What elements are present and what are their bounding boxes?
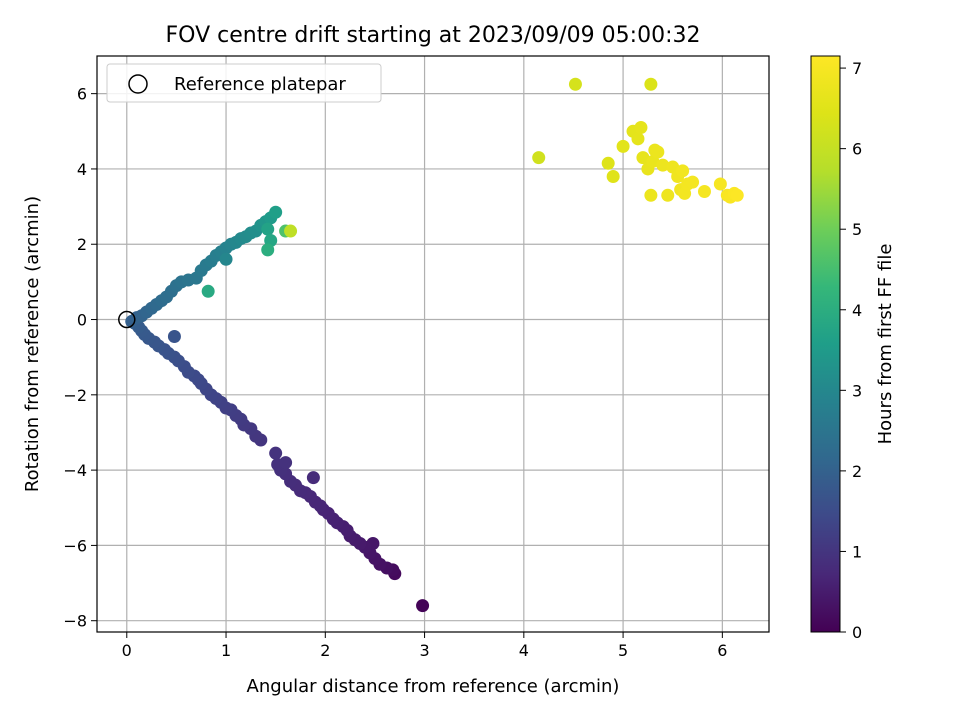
colorbar-tick-label: 1: [852, 542, 862, 561]
data-point: [284, 224, 298, 238]
data-point: [167, 329, 181, 343]
data-point: [676, 164, 690, 178]
data-point: [416, 599, 430, 613]
data-point: [269, 446, 283, 460]
legend: Reference platepar: [106, 63, 382, 103]
data-point: [697, 185, 711, 199]
colorbar-tick-label: 6: [852, 140, 862, 159]
data-point: [261, 222, 275, 236]
legend-marker-open-circle: [128, 74, 148, 94]
data-point: [661, 188, 675, 202]
y-tick-label: −2: [63, 386, 87, 405]
data-point: [636, 151, 650, 165]
data-point: [634, 121, 648, 135]
x-tick-label: 2: [320, 641, 330, 660]
x-tick-label: 6: [717, 641, 727, 660]
colorbar-ticks: 0 1 2 3 4 5 6 7: [840, 59, 862, 642]
data-point: [686, 175, 700, 189]
grid: [97, 56, 769, 632]
x-tick-label: 0: [122, 641, 132, 660]
plot-frame: [96, 55, 770, 633]
data-point: [601, 156, 615, 170]
legend-label-reference-platepar: Reference platepar: [174, 74, 346, 95]
data-point: [201, 284, 215, 298]
data-point: [616, 139, 630, 153]
data-point: [306, 471, 320, 485]
y-tick-label: 6: [77, 85, 87, 104]
x-tick-label: 4: [519, 641, 529, 660]
y-tick-label: 0: [77, 311, 87, 330]
reference-platepar-marker: [118, 310, 136, 329]
data-points: [118, 77, 744, 613]
data-point: [219, 252, 233, 266]
colorbar-tick-label: 5: [852, 220, 862, 239]
axis-ticks: 0 1 2 3 4 5 6 −8 −6 −4 −2 0 2 4 6: [63, 85, 727, 660]
data-point: [644, 188, 658, 202]
data-point: [532, 151, 546, 165]
legend-box: [106, 63, 382, 103]
x-tick-label: 1: [221, 641, 231, 660]
colorbar: 0 1 2 3 4 5 6 7 Hours from first FF file: [810, 55, 896, 642]
data-point: [568, 77, 582, 91]
y-tick-label: −6: [63, 536, 87, 555]
y-tick-label: −4: [63, 461, 87, 480]
data-point: [713, 177, 727, 191]
data-point: [279, 456, 293, 470]
data-point: [730, 188, 744, 202]
colorbar-tick-label: 4: [852, 301, 862, 320]
colorbar-tick-label: 2: [852, 462, 862, 481]
y-tick-label: −8: [63, 612, 87, 631]
colorbar-gradient: [810, 55, 841, 633]
colorbar-label: Hours from first FF file: [875, 244, 896, 445]
colorbar-tick-label: 3: [852, 381, 862, 400]
y-tick-label: 4: [77, 160, 87, 179]
data-point: [606, 169, 620, 183]
data-point: [261, 243, 275, 257]
x-tick-label: 3: [419, 641, 429, 660]
x-tick-label: 5: [618, 641, 628, 660]
chart-title: FOV centre drift starting at 2023/09/09 …: [166, 23, 701, 48]
data-point: [656, 158, 670, 172]
data-point: [631, 132, 645, 146]
data-point: [651, 145, 665, 159]
colorbar-tick-label: 0: [852, 623, 862, 642]
x-axis-label: Angular distance from reference (arcmin): [247, 676, 620, 697]
data-point: [644, 77, 658, 91]
colorbar-tick-label: 7: [852, 59, 862, 78]
data-point: [269, 205, 283, 219]
y-tick-label: 2: [77, 235, 87, 254]
y-axis-label: Rotation from reference (arcmin): [22, 196, 43, 492]
